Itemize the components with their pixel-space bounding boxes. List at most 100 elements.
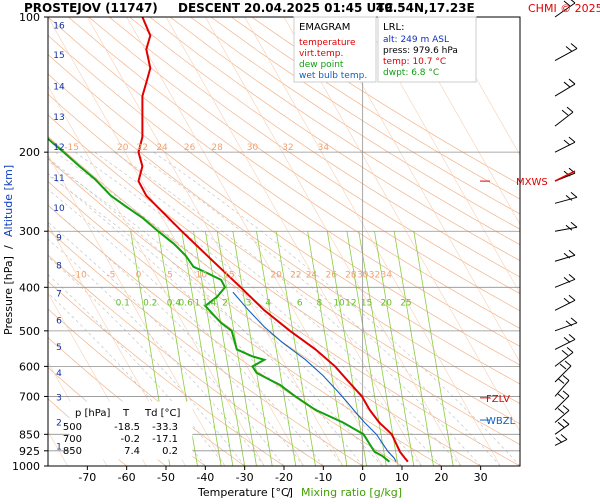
lrl-box: LRL: alt: 249 m ASL press: 979.6 hPa tem… [378, 17, 476, 82]
temp-tick-label: 20 [434, 471, 448, 484]
pressure-tick-label: 300 [19, 225, 40, 238]
mixing-ratio-label: 2 [222, 298, 228, 308]
dry-adiabat-label: 24 [156, 143, 168, 153]
temp-tick-label: 0 [359, 471, 366, 484]
marker-mxws-label: MXWS [516, 177, 548, 188]
altitude-tick-label: 8 [56, 262, 62, 272]
mixing-ratio-label: 0.2 [143, 298, 157, 308]
copyright-label: CHMI © 2025 [528, 2, 600, 15]
coords-label: 49.54N,17.23E [376, 1, 475, 15]
altitude-tick-label: 12 [53, 143, 64, 153]
dry-adiabat-label: -15 [64, 143, 79, 153]
mixing-ratio-label: 0.6 [179, 298, 194, 308]
moist-adiabat-label: 22 [290, 270, 301, 280]
x-axis-label: Temperature [°C] [197, 486, 293, 499]
table-header-p: p [hPa] [75, 408, 110, 419]
temp-tick-label: 30 [474, 471, 488, 484]
altitude-tick-label: 10 [53, 204, 65, 214]
y-axis-sep: / [2, 245, 15, 249]
table-header-td: Td [°C] [144, 408, 181, 419]
temp-tick-label: -50 [157, 471, 175, 484]
moist-adiabat-label: 20 [270, 270, 282, 280]
altitude-tick-label: 1 [56, 442, 62, 452]
datetime-label: 20.04.2025 01:45 UTC [244, 1, 393, 15]
temp-tick-label: -30 [236, 471, 254, 484]
dry-adiabat-label: 22 [137, 143, 148, 153]
pressure-tick-label: 925 [19, 445, 40, 458]
temp-tick-label: -20 [275, 471, 293, 484]
legend-item-dew-point: dew point [299, 60, 344, 70]
mixing-ratio-label: 6 [297, 298, 303, 308]
moist-adiabat-label: 26 [325, 270, 337, 280]
mixing-ratio-label: 0.1 [116, 298, 130, 308]
moist-adiabat-label: 34 [381, 270, 393, 280]
table-cell: -18.5 [114, 422, 140, 433]
lrl-title: LRL: [383, 22, 404, 33]
legend: EMAGRAM temperature virt.temp. dew point… [294, 17, 376, 82]
moist-adiabat-label: 30 [357, 270, 369, 280]
mixing-ratio-label: 8 [317, 298, 323, 308]
pressure-tick-label: 1000 [12, 460, 40, 473]
temp-tick-label: 10 [395, 471, 409, 484]
temp-tick-label: -70 [78, 471, 96, 484]
lrl-altitude: alt: 249 m ASL [383, 35, 449, 45]
table-cell: 850 [63, 446, 82, 457]
table-cell: -17.1 [152, 434, 178, 445]
altitude-tick-label: 15 [53, 51, 64, 61]
mixing-ratio-label: 25 [400, 298, 411, 308]
marker-wbzl-label: WBZL [486, 416, 516, 427]
mixing-ratio-label: 10 [333, 298, 345, 308]
mixing-ratio-label: 1.4 [202, 298, 217, 308]
moist-adiabat-label: 24 [306, 270, 318, 280]
x-axis-label-mixing: Mixing ratio [g/kg] [301, 486, 402, 499]
moist-adiabat-label: 15 [223, 270, 234, 280]
mixing-ratio-label: 12 [345, 298, 356, 308]
lrl-dewpoint: dwpt: 6.8 °C [383, 68, 439, 78]
altitude-tick-label: 13 [53, 113, 64, 123]
mixing-ratio-label: 3 [246, 298, 252, 308]
mixing-ratio-label: 4 [265, 298, 271, 308]
altitude-tick-label: 16 [53, 22, 65, 32]
altitude-tick-label: 6 [56, 317, 62, 327]
table-cell: 0.2 [162, 446, 178, 457]
y-axis-label: Pressure [hPa] [2, 256, 15, 335]
dry-adiabat-label: 26 [184, 143, 196, 153]
lrl-pressure: press: 979.6 hPa [383, 46, 458, 56]
mixing-ratio-label: 15 [361, 298, 372, 308]
moist-adiabat-label: 5 [167, 270, 173, 280]
marker-fzlv-label: FZLV [486, 394, 510, 405]
table-cell: 7.4 [124, 446, 140, 457]
pressure-tick-label: 500 [19, 325, 40, 338]
temp-tick-label: -60 [118, 471, 136, 484]
mixing-ratio-label: 20 [381, 298, 393, 308]
dry-adiabat-label: 28 [211, 143, 223, 153]
pressure-tick-label: 400 [19, 281, 40, 294]
legend-item-temperature: temperature [299, 38, 356, 48]
dry-adiabat-label: 30 [247, 143, 259, 153]
moist-adiabat-label: 32 [369, 270, 380, 280]
moist-adiabat-label: 10 [196, 270, 208, 280]
altitude-tick-label: 2 [56, 418, 62, 428]
table-cell: -33.3 [152, 422, 178, 433]
altitude-tick-label: 5 [56, 343, 62, 353]
y-axis-label-altitude: Altitude [km] [2, 165, 15, 237]
pressure-tick-label: 850 [19, 428, 40, 441]
pressure-tick-label: 200 [19, 146, 40, 159]
dry-adiabat-label: 34 [318, 143, 330, 153]
legend-title: EMAGRAM [299, 22, 350, 33]
station-title: PROSTEJOV (11747) [24, 1, 158, 15]
pressure-tick-label: 600 [19, 360, 40, 373]
altitude-tick-label: 7 [56, 290, 62, 300]
moist-adiabat-label: 28 [345, 270, 357, 280]
altitude-tick-label: 9 [56, 233, 62, 243]
altitude-tick-label: 3 [56, 393, 62, 403]
x-axis-sep: / [287, 486, 291, 499]
moist-adiabat-label: -5 [106, 270, 115, 280]
mixing-ratio-label: 1 [195, 298, 201, 308]
dry-adiabat-label: 32 [282, 143, 293, 153]
altitude-tick-label: 11 [53, 174, 64, 184]
table-cell: -0.2 [120, 434, 140, 445]
table-cell: 700 [63, 434, 82, 445]
